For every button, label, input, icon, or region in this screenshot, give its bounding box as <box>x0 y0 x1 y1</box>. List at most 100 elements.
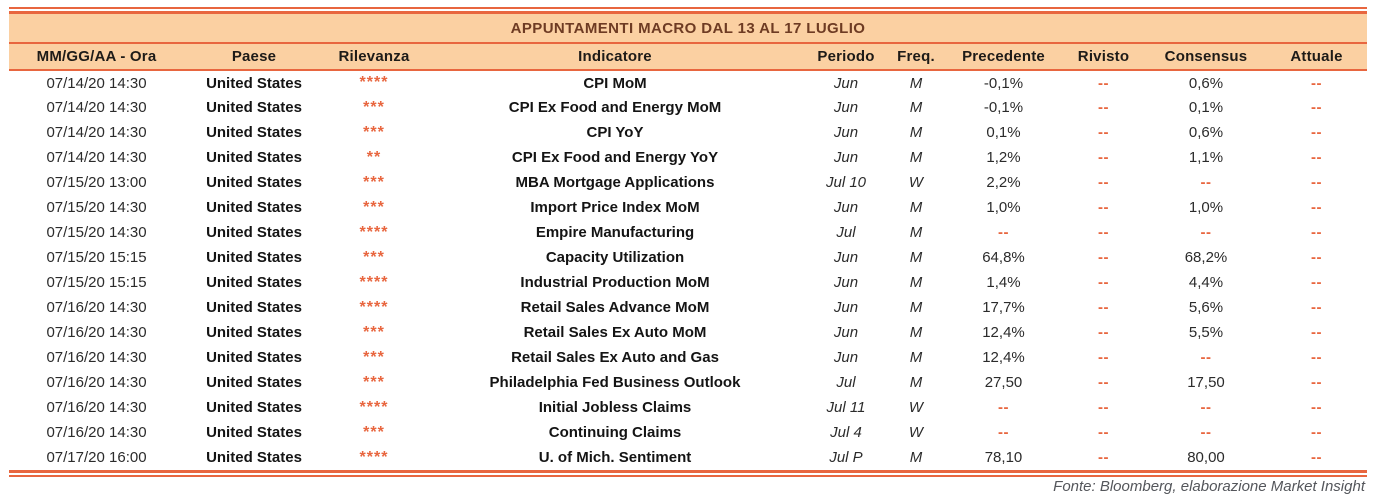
cell-period: Jun <box>806 245 886 270</box>
cell-freq: M <box>886 120 946 145</box>
cell-relevance: *** <box>324 370 424 395</box>
cell-actual: -- <box>1266 95 1367 120</box>
cell-freq: M <box>886 245 946 270</box>
cell-revised: -- <box>1061 220 1146 245</box>
cell-actual: -- <box>1266 70 1367 95</box>
cell-previous: 0,1% <box>946 120 1061 145</box>
cell-previous: 12,4% <box>946 345 1061 370</box>
cell-consensus: -- <box>1146 345 1266 370</box>
cell-country: United States <box>184 320 324 345</box>
cell-relevance: *** <box>324 420 424 445</box>
cell-actual: -- <box>1266 195 1367 220</box>
cell-relevance: *** <box>324 120 424 145</box>
column-header-consensus: Consensus <box>1146 44 1266 71</box>
cell-datetime: 07/15/20 15:15 <box>9 270 184 295</box>
cell-datetime: 07/14/20 14:30 <box>9 95 184 120</box>
cell-indicator: Industrial Production MoM <box>424 270 806 295</box>
cell-indicator: Retail Sales Ex Auto and Gas <box>424 345 806 370</box>
cell-country: United States <box>184 295 324 320</box>
cell-period: Jun <box>806 320 886 345</box>
cell-indicator: CPI Ex Food and Energy MoM <box>424 95 806 120</box>
cell-previous: -- <box>946 420 1061 445</box>
cell-freq: M <box>886 220 946 245</box>
cell-country: United States <box>184 445 324 470</box>
cell-previous: 1,2% <box>946 145 1061 170</box>
cell-datetime: 07/14/20 14:30 <box>9 120 184 145</box>
header-row: MM/GG/AA - Ora Paese Rilevanza Indicator… <box>9 44 1367 71</box>
cell-datetime: 07/16/20 14:30 <box>9 320 184 345</box>
table-row: 07/16/20 14:30 United States *** Retail Sal… <box>9 320 1367 345</box>
table-row: 07/17/20 16:00 United States **** U. of Mic… <box>9 445 1367 470</box>
cell-country: United States <box>184 370 324 395</box>
cell-period: Jul 10 <box>806 170 886 195</box>
cell-indicator: Capacity Utilization <box>424 245 806 270</box>
cell-actual: -- <box>1266 320 1367 345</box>
cell-datetime: 07/17/20 16:00 <box>9 445 184 470</box>
cell-country: United States <box>184 170 324 195</box>
cell-country: United States <box>184 395 324 420</box>
cell-country: United States <box>184 70 324 95</box>
cell-actual: -- <box>1266 445 1367 470</box>
cell-revised: -- <box>1061 370 1146 395</box>
cell-relevance: *** <box>324 195 424 220</box>
cell-actual: -- <box>1266 220 1367 245</box>
cell-datetime: 07/14/20 14:30 <box>9 145 184 170</box>
cell-freq: M <box>886 195 946 220</box>
cell-datetime: 07/15/20 15:15 <box>9 245 184 270</box>
table-title: APPUNTAMENTI MACRO DAL 13 AL 17 LUGLIO <box>510 19 866 37</box>
cell-relevance: *** <box>324 345 424 370</box>
cell-revised: -- <box>1061 120 1146 145</box>
table-row: 07/14/20 14:30 United States *** CPI Ex Foo… <box>9 95 1367 120</box>
cell-indicator: CPI MoM <box>424 70 806 95</box>
cell-relevance: *** <box>324 95 424 120</box>
cell-consensus: 5,6% <box>1146 295 1266 320</box>
cell-indicator: Initial Jobless Claims <box>424 395 806 420</box>
cell-freq: W <box>886 420 946 445</box>
cell-indicator: U. of Mich. Sentiment <box>424 445 806 470</box>
cell-period: Jun <box>806 195 886 220</box>
cell-revised: -- <box>1061 95 1146 120</box>
cell-relevance: **** <box>324 70 424 95</box>
bottom-border-inner <box>9 470 1367 473</box>
cell-previous: -0,1% <box>946 70 1061 95</box>
table-body: 07/14/20 14:30 United States **** CPI MoM Ju… <box>9 70 1367 470</box>
cell-indicator: CPI Ex Food and Energy YoY <box>424 145 806 170</box>
cell-country: United States <box>184 245 324 270</box>
bottom-border-outer <box>9 475 1367 477</box>
cell-indicator: Retail Sales Advance MoM <box>424 295 806 320</box>
cell-actual: -- <box>1266 120 1367 145</box>
cell-freq: M <box>886 345 946 370</box>
column-header-previous: Precedente <box>946 44 1061 71</box>
cell-revised: -- <box>1061 420 1146 445</box>
cell-freq: W <box>886 170 946 195</box>
cell-previous: -- <box>946 395 1061 420</box>
cell-country: United States <box>184 345 324 370</box>
cell-period: Jun <box>806 70 886 95</box>
cell-revised: -- <box>1061 70 1146 95</box>
cell-country: United States <box>184 420 324 445</box>
cell-country: United States <box>184 95 324 120</box>
cell-actual: -- <box>1266 345 1367 370</box>
cell-period: Jun <box>806 120 886 145</box>
cell-previous: 27,50 <box>946 370 1061 395</box>
cell-consensus: 0,6% <box>1146 120 1266 145</box>
cell-indicator: Philadelphia Fed Business Outlook <box>424 370 806 395</box>
cell-revised: -- <box>1061 395 1146 420</box>
table-row: 07/16/20 14:30 United States **** Initial J… <box>9 395 1367 420</box>
cell-consensus: 4,4% <box>1146 270 1266 295</box>
cell-consensus: 17,50 <box>1146 370 1266 395</box>
cell-consensus: 68,2% <box>1146 245 1266 270</box>
cell-actual: -- <box>1266 395 1367 420</box>
cell-datetime: 07/16/20 14:30 <box>9 395 184 420</box>
cell-consensus: 5,5% <box>1146 320 1266 345</box>
cell-datetime: 07/15/20 13:00 <box>9 170 184 195</box>
cell-consensus: 0,6% <box>1146 70 1266 95</box>
table-row: 07/14/20 14:30 United States *** CPI YoY Jun… <box>9 120 1367 145</box>
cell-revised: -- <box>1061 445 1146 470</box>
macro-calendar-table: MM/GG/AA - Ora Paese Rilevanza Indicator… <box>9 44 1367 470</box>
cell-relevance: **** <box>324 220 424 245</box>
cell-datetime: 07/16/20 14:30 <box>9 295 184 320</box>
cell-relevance: *** <box>324 170 424 195</box>
cell-relevance: **** <box>324 395 424 420</box>
cell-country: United States <box>184 220 324 245</box>
